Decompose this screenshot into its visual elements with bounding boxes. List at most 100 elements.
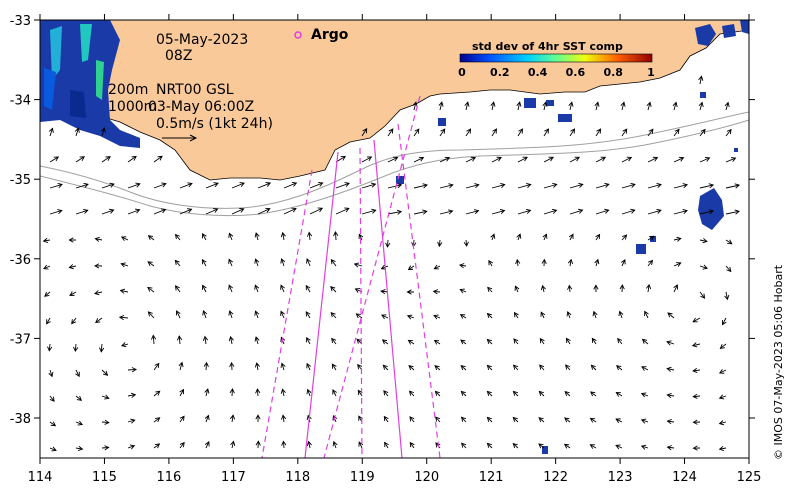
depth-contours	[40, 111, 749, 217]
current-vector-head	[499, 209, 506, 215]
current-vector	[203, 310, 207, 319]
current-vector-head	[692, 445, 698, 451]
current-vector-head	[130, 392, 137, 398]
current-vector-head	[51, 446, 57, 452]
current-vector-head	[724, 101, 730, 108]
current-vector	[43, 239, 51, 242]
current-vector	[127, 183, 141, 189]
current-vector	[439, 184, 453, 189]
current-vector-head	[230, 440, 236, 446]
x-tick-label: 122	[543, 470, 568, 485]
current-vector	[647, 129, 654, 137]
current-vector-head	[202, 335, 209, 341]
current-vector	[179, 389, 184, 397]
current-vector-head	[118, 314, 125, 321]
current-vector-head	[486, 338, 492, 344]
current-vector-head	[640, 444, 647, 450]
current-vector	[358, 234, 363, 241]
current-vector	[517, 234, 521, 241]
current-vector	[460, 314, 467, 319]
current-vector	[621, 102, 625, 111]
current-vector-head	[433, 339, 440, 345]
x-tick-label: 117	[221, 470, 246, 485]
current-vector	[465, 184, 479, 189]
current-vector-head	[620, 101, 626, 107]
current-vector	[281, 363, 285, 371]
current-vector-head	[388, 128, 394, 134]
current-vector	[540, 311, 545, 319]
current-vector	[569, 183, 583, 189]
current-vector	[569, 128, 575, 137]
current-vector	[673, 262, 681, 267]
current-vector-head	[459, 288, 465, 294]
current-vector-head	[460, 339, 466, 345]
current-vector	[491, 157, 502, 163]
current-vector	[725, 129, 732, 137]
current-vector	[49, 156, 59, 163]
current-vector	[357, 390, 363, 397]
current-vector	[621, 128, 628, 137]
current-vector-head	[358, 415, 363, 421]
current-vector	[254, 285, 259, 293]
current-vector	[49, 183, 63, 189]
current-vector-head	[418, 156, 425, 162]
current-vector-head	[593, 284, 599, 290]
current-vector	[461, 391, 467, 397]
current-vector	[512, 443, 519, 449]
y-tick-label: -37	[10, 332, 31, 347]
current-vector	[568, 285, 571, 293]
current-vector	[308, 441, 311, 449]
current-vector	[465, 102, 469, 111]
current-vector	[590, 391, 597, 397]
y-tick-label: -36	[10, 253, 31, 268]
current-vector-head	[516, 101, 522, 107]
current-vector	[49, 421, 56, 427]
current-vector	[282, 389, 285, 397]
current-vector-head	[594, 258, 600, 265]
current-vector	[46, 317, 51, 325]
current-vector	[673, 157, 684, 163]
current-vector	[330, 259, 337, 267]
current-vector-head	[228, 284, 234, 290]
current-vector-head	[100, 127, 106, 133]
current-vector-head	[564, 390, 570, 397]
current-vector-head	[280, 336, 286, 342]
current-vector-head	[255, 440, 261, 446]
current-vector-head	[281, 440, 287, 446]
current-vector-head	[460, 365, 466, 371]
current-vector-head	[280, 310, 285, 316]
current-vector-head	[160, 208, 167, 214]
current-vector-head	[568, 233, 574, 239]
current-vector-head	[75, 371, 80, 378]
current-vector	[230, 336, 233, 345]
current-vector	[179, 183, 193, 189]
current-vector	[487, 339, 493, 345]
current-vector	[120, 289, 129, 293]
current-vector-head	[174, 233, 180, 240]
current-vector	[595, 209, 609, 215]
current-vector	[43, 265, 51, 270]
current-vector-head	[540, 284, 546, 291]
current-vector	[435, 416, 441, 423]
current-vector	[101, 183, 115, 189]
current-vector	[409, 390, 415, 397]
current-vector	[699, 157, 710, 163]
current-vector-head	[130, 418, 136, 424]
current-vector	[465, 210, 479, 215]
current-vector	[255, 311, 259, 319]
current-vector-head	[719, 344, 725, 350]
current-vector	[331, 338, 337, 345]
current-vector-head	[644, 310, 649, 317]
current-vector	[280, 311, 285, 319]
current-vector	[409, 442, 415, 449]
current-vector-head	[641, 366, 647, 371]
current-vector-head	[564, 417, 570, 423]
current-vector	[101, 209, 114, 215]
current-vector	[460, 365, 467, 371]
current-vector	[667, 420, 675, 423]
current-vector-head	[566, 311, 572, 317]
current-vector-head	[187, 182, 193, 188]
current-vector	[619, 311, 623, 319]
colorbar-tick-label: 0.6	[566, 66, 586, 79]
